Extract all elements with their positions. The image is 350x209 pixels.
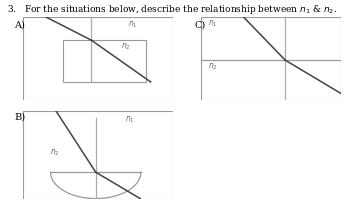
Text: C): C) bbox=[194, 21, 205, 30]
Text: 3.   For the situations below, describe the relationship between $n_1$ & $n_2$.: 3. For the situations below, describe th… bbox=[7, 3, 337, 16]
Text: $n_2$: $n_2$ bbox=[50, 148, 60, 158]
Bar bbox=[63, 40, 146, 82]
Text: $n_2$: $n_2$ bbox=[208, 62, 218, 72]
Text: B): B) bbox=[14, 113, 25, 122]
Text: $n_2$: $n_2$ bbox=[120, 42, 130, 52]
Text: $n_1$: $n_1$ bbox=[208, 18, 218, 29]
Text: $n_1$: $n_1$ bbox=[125, 114, 135, 125]
Text: A): A) bbox=[14, 21, 25, 30]
Text: $n_1$: $n_1$ bbox=[128, 20, 138, 30]
